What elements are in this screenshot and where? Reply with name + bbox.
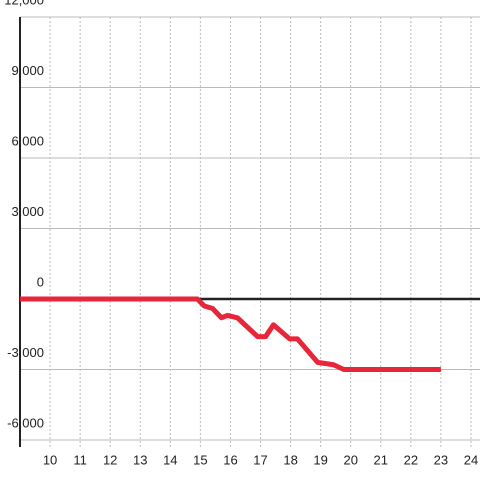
x-tick-label: 20: [343, 452, 357, 467]
x-tick-label: 14: [163, 452, 177, 467]
x-tick-label: 12: [103, 452, 117, 467]
x-tick-label: 21: [374, 452, 388, 467]
y-tick-label: 3,000: [11, 204, 44, 219]
x-tick-label: 13: [133, 452, 147, 467]
x-tick-label: 18: [283, 452, 297, 467]
x-tick-label: 22: [404, 452, 418, 467]
x-tick-label: 15: [193, 452, 207, 467]
x-tick-label: 24: [464, 452, 478, 467]
y-tick-label: 0: [37, 274, 44, 289]
series-line: [20, 296, 441, 372]
x-tick-label: 16: [223, 452, 237, 467]
y-tick-label: -3,000: [7, 345, 44, 360]
x-tick-label: 23: [434, 452, 448, 467]
y-tick-label: 9,000: [11, 63, 44, 78]
x-tick-label: 10: [43, 452, 57, 467]
x-tick-label: 17: [253, 452, 267, 467]
y-tick-label: 12,000: [4, 0, 44, 7]
x-tick-label: 11: [73, 452, 87, 467]
y-tick-label: -6,000: [7, 415, 44, 430]
y-tick-label: 6,000: [11, 133, 44, 148]
x-tick-label: 19: [313, 452, 327, 467]
